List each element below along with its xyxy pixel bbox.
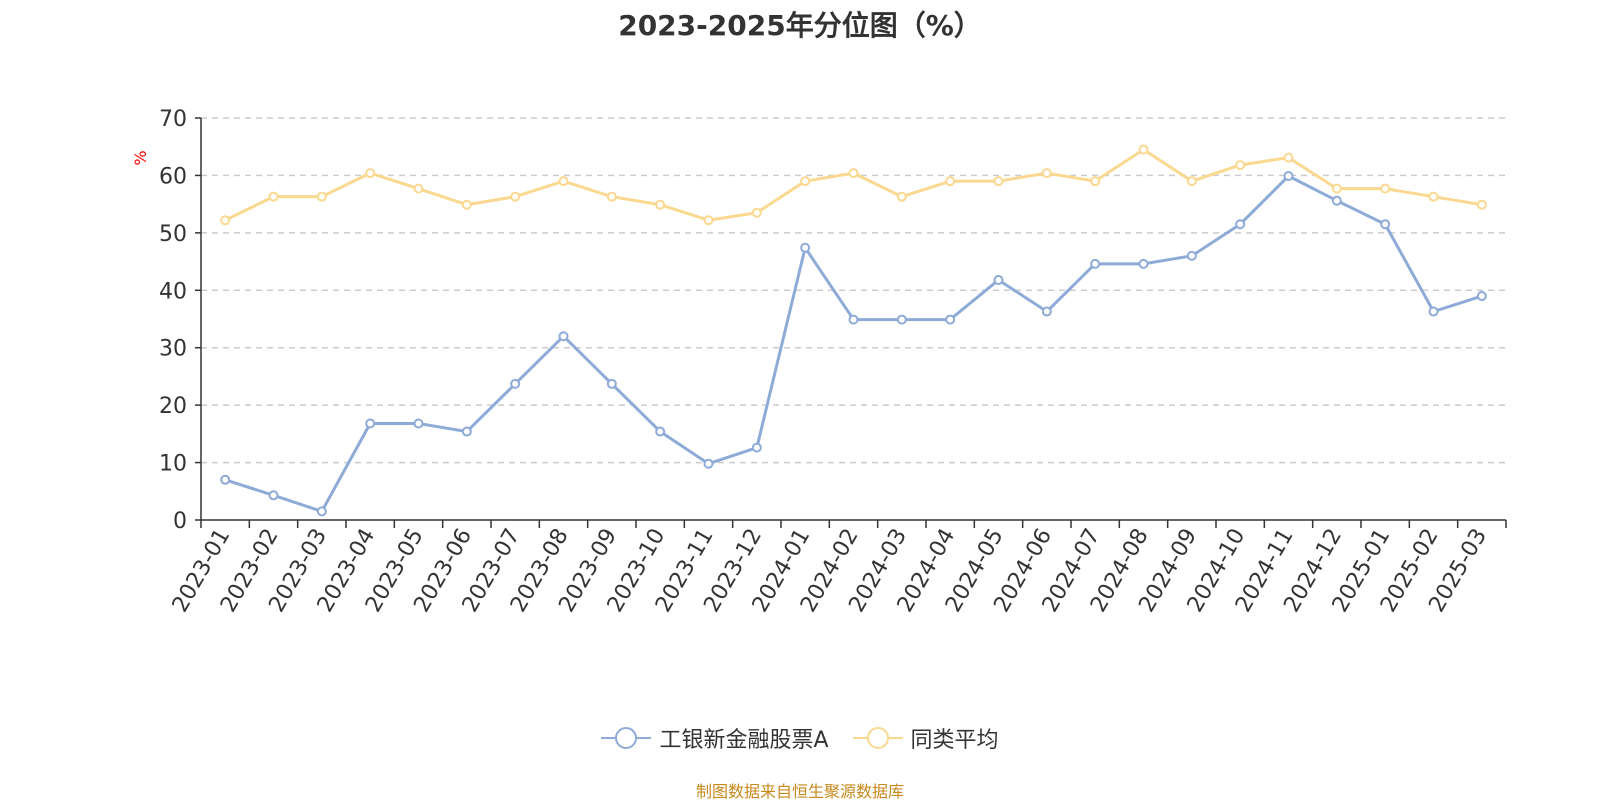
legend: 工银新金融股票A 同类平均 xyxy=(0,722,1600,754)
data-point xyxy=(558,331,569,342)
axes: 010203040506070%2023-012023-022023-03202… xyxy=(131,107,1507,617)
y-tick-label: 70 xyxy=(159,107,187,132)
data-point xyxy=(655,199,666,210)
data-point xyxy=(993,176,1004,187)
data-point xyxy=(606,378,617,389)
data-point xyxy=(1380,183,1391,194)
y-tick-label: 60 xyxy=(159,164,187,189)
data-point xyxy=(461,426,472,437)
legend-marker-icon xyxy=(852,727,903,749)
data-point xyxy=(1235,160,1246,171)
data-point xyxy=(1138,144,1149,155)
data-point xyxy=(896,191,907,202)
series-line xyxy=(223,174,1484,513)
data-point xyxy=(316,506,327,517)
data-point xyxy=(220,215,231,226)
data-point xyxy=(1428,191,1439,202)
y-tick-label: 40 xyxy=(159,279,187,304)
data-point xyxy=(751,442,762,453)
y-axis-label: % xyxy=(131,150,150,165)
data-point xyxy=(558,176,569,187)
data-point xyxy=(1380,219,1391,230)
y-tick-label: 30 xyxy=(159,337,187,362)
data-point xyxy=(461,199,472,210)
legend-marker-icon xyxy=(601,727,652,749)
data-point xyxy=(655,426,666,437)
data-point xyxy=(1428,306,1439,317)
data-point xyxy=(1283,152,1294,163)
data-point xyxy=(510,378,521,389)
legend-label: 同类平均 xyxy=(910,728,999,753)
series-group xyxy=(220,171,1487,517)
y-tick-label: 10 xyxy=(159,452,187,477)
data-point xyxy=(896,314,907,325)
legend-label: 工银新金融股票A xyxy=(659,728,829,753)
data-point xyxy=(1090,258,1101,269)
legend-item[interactable]: 工银新金融股票A xyxy=(601,722,829,754)
source-note: 制图数据来自恒生聚源数据库 xyxy=(695,782,904,801)
chart-title: 2023-2025年分位图（%） xyxy=(618,9,982,42)
data-point xyxy=(993,274,1004,285)
data-point xyxy=(703,458,714,469)
data-point xyxy=(1186,250,1197,261)
y-tick-label: 0 xyxy=(173,509,187,534)
data-point xyxy=(945,314,956,325)
data-point xyxy=(800,242,811,253)
data-point xyxy=(1041,168,1052,179)
data-point xyxy=(1186,176,1197,187)
data-point xyxy=(703,215,714,226)
data-point xyxy=(751,207,762,218)
y-tick-label: 20 xyxy=(159,394,187,419)
data-point xyxy=(1331,195,1342,206)
data-point xyxy=(268,490,279,501)
data-point xyxy=(1235,219,1246,230)
data-point xyxy=(848,314,859,325)
data-point xyxy=(413,183,424,194)
data-point xyxy=(800,176,811,187)
data-point xyxy=(365,418,376,429)
series-line xyxy=(223,148,1484,222)
data-point xyxy=(1283,171,1294,182)
data-point xyxy=(268,191,279,202)
data-point xyxy=(510,191,521,202)
data-point xyxy=(606,191,617,202)
series-group xyxy=(220,144,1487,226)
data-point xyxy=(1476,199,1487,210)
y-tick-label: 50 xyxy=(159,222,187,247)
data-point xyxy=(848,168,859,179)
data-point xyxy=(1138,258,1149,269)
data-point xyxy=(1476,291,1487,302)
data-point xyxy=(316,191,327,202)
data-point xyxy=(945,176,956,187)
legend-item[interactable]: 同类平均 xyxy=(852,722,999,754)
series-layer xyxy=(220,144,1487,517)
data-point xyxy=(413,418,424,429)
data-point xyxy=(1331,183,1342,194)
data-point xyxy=(220,474,231,485)
data-point xyxy=(1090,176,1101,187)
data-point xyxy=(1041,306,1052,317)
data-point xyxy=(365,168,376,179)
